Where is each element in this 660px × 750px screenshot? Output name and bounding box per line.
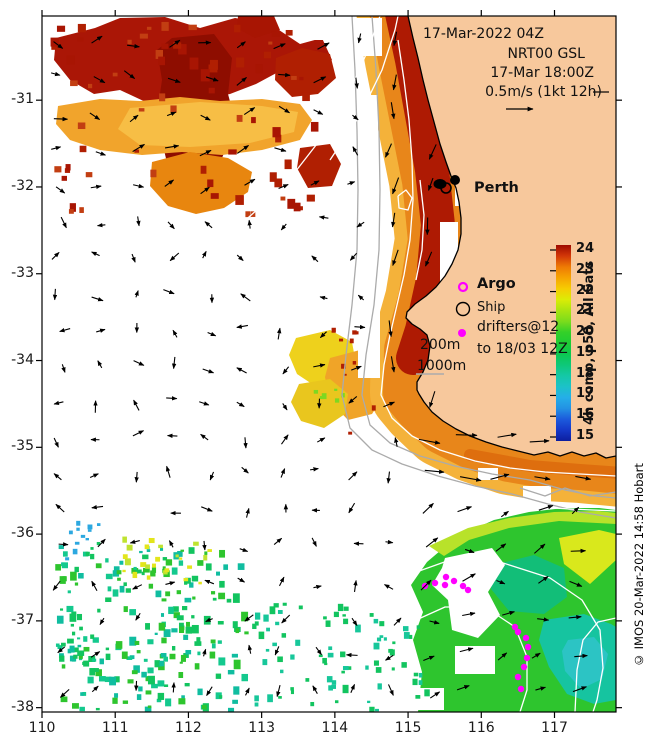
perth-dot-marker — [450, 175, 460, 185]
x-axis-tick-label: 110 — [28, 720, 56, 736]
timestamp-annotation: 17-Mar-2022 04Z — [423, 26, 544, 42]
drifters-legend-line1: drifters@12 — [477, 319, 560, 335]
valid-time-annotation: 17-Mar 18:00Z — [490, 65, 594, 81]
colorbar — [550, 245, 571, 441]
colorbar-tick-label: 17 — [576, 386, 595, 402]
y-axis-tick-label: -38 — [11, 698, 34, 715]
x-axis-tick-label: 112 — [175, 720, 202, 736]
x-axis-tick-label: 111 — [101, 720, 129, 736]
colorbar-tick-label: 21 — [576, 303, 595, 319]
velocity-scale-annotation: 0.5m/s (1kt 12h) — [485, 84, 602, 100]
colorbar-gradient — [556, 245, 571, 441]
perth-city-circle — [440, 182, 452, 194]
y-axis-tick-label: -32 — [11, 177, 34, 194]
x-axis-tick-label: 113 — [248, 720, 275, 736]
station-markers — [416, 91, 609, 375]
colorbar-tick-label: 15 — [576, 428, 595, 443]
y-axis-tick-label: -31 — [11, 91, 34, 108]
axes — [36, 10, 622, 718]
colorbar-tick-label: 24 — [576, 241, 595, 256]
drifters-legend-line2: to 18/03 12Z — [477, 341, 568, 357]
y-axis-tick-label: -35 — [11, 438, 34, 455]
drifter-track — [421, 573, 532, 693]
sst-speckles — [50, 21, 430, 712]
colorbar-tick-label: 20 — [576, 324, 595, 340]
isobath-200m-label: 200m — [420, 337, 461, 353]
credit-text: © IMOS 20-Mar-2022 14:58 Hobart — [632, 463, 646, 667]
perth-island-marker — [433, 179, 447, 189]
x-axis-tick-label: 115 — [394, 720, 422, 736]
ship-legend-label: Ship — [477, 300, 506, 315]
y-axis-tick-label: -36 — [11, 525, 34, 542]
x-axis-tick-label: 117 — [541, 720, 568, 736]
argo-marker — [457, 281, 469, 293]
ship-marker — [455, 301, 471, 317]
colorbar-tick-label: 18 — [576, 365, 595, 381]
coastline — [405, 16, 616, 459]
colorbar-tick-label: 23 — [576, 261, 595, 277]
y-axis-tick-label: -33 — [11, 264, 34, 281]
drifter-legend-marker — [458, 329, 466, 337]
x-axis-tick-label: 114 — [321, 720, 349, 736]
plot-frame — [41, 15, 617, 713]
model-annotation: NRT00 GSL — [507, 46, 585, 62]
argo-legend-label: Argo — [477, 276, 516, 292]
y-axis-tick-label: -34 — [11, 351, 34, 368]
perth-label: Perth — [474, 180, 519, 196]
isobath-1000m-label: 1000m — [417, 358, 467, 374]
colorbar-tick-label: 16 — [576, 407, 595, 423]
colorbar-tick-label: 22 — [576, 282, 595, 298]
x-axis-tick-label: 116 — [467, 720, 495, 736]
current-arrows — [50, 31, 592, 699]
colorbar-tick-label: 19 — [576, 344, 595, 360]
y-axis-tick-label: -37 — [11, 611, 34, 628]
